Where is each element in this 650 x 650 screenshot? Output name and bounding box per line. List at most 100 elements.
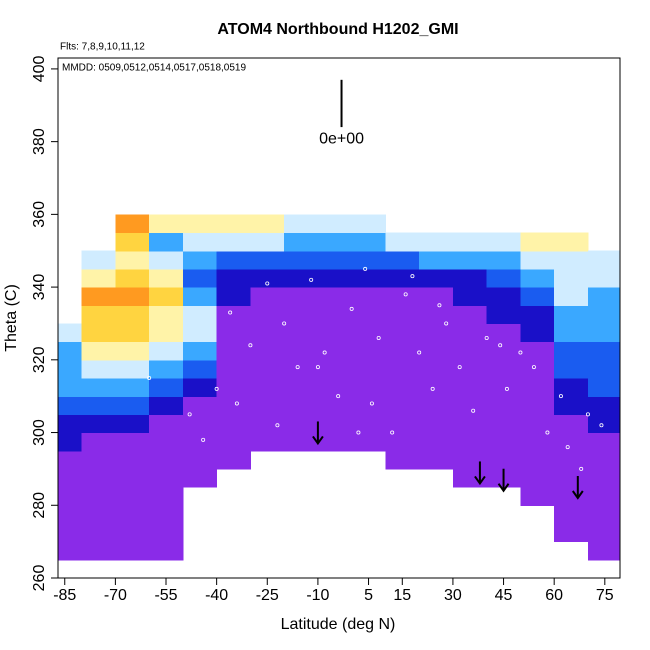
field-cell	[554, 505, 589, 525]
field-cell	[149, 378, 184, 397]
field-cell	[486, 414, 522, 434]
field-cell	[351, 287, 387, 306]
field-cell	[115, 541, 150, 561]
field-cell	[284, 232, 319, 252]
field-cell	[81, 268, 116, 288]
field-cell	[587, 523, 620, 543]
field-cell	[182, 378, 218, 397]
sample-point	[187, 412, 192, 417]
field-cell	[58, 523, 83, 543]
field-cell	[182, 305, 218, 325]
field-cell	[115, 359, 150, 379]
field-cell	[587, 432, 620, 452]
field-cell	[58, 323, 83, 343]
field-cell	[81, 541, 116, 561]
field-cell	[250, 250, 285, 270]
x-tick-label: -85	[53, 587, 76, 604]
field-cell	[486, 450, 522, 470]
field-cell	[419, 323, 454, 343]
sample-point	[336, 394, 341, 399]
field-cell	[182, 468, 218, 488]
field-cell	[486, 287, 522, 306]
field-cell	[486, 268, 522, 288]
field-cell	[149, 523, 184, 543]
field-cell	[587, 541, 620, 561]
field-cell	[554, 432, 589, 452]
sample-point	[430, 386, 435, 391]
field-cell	[284, 359, 319, 379]
field-cell	[452, 341, 488, 361]
sample-point	[376, 335, 381, 340]
field-cell	[58, 396, 83, 415]
field-cell	[216, 305, 251, 325]
field-cell	[587, 468, 620, 488]
arrow	[571, 476, 584, 500]
field-cell	[520, 323, 555, 343]
field-cell	[554, 468, 589, 488]
field-cell	[385, 250, 420, 270]
field-cell	[554, 341, 589, 361]
x-tick-label: 15	[393, 587, 411, 604]
field-cell	[452, 287, 488, 306]
y-tick-label: 280	[31, 492, 48, 519]
field-cell	[58, 487, 83, 506]
field-cell	[385, 341, 420, 361]
y-tick-label: 400	[31, 55, 48, 82]
field-cell	[587, 250, 620, 270]
field-cell	[419, 396, 454, 415]
field-cell	[250, 287, 285, 306]
field-cell	[115, 396, 150, 415]
sample-point	[275, 423, 280, 428]
sample-point	[363, 266, 368, 271]
field-cell	[554, 487, 589, 506]
field-cell	[216, 232, 251, 252]
field-cell	[520, 359, 555, 379]
field-cell	[385, 287, 420, 306]
field-cell	[250, 414, 285, 434]
x-tick-label: 75	[596, 587, 614, 604]
y-tick-label: 380	[31, 128, 48, 155]
y-axis-label: Theta (C)	[3, 284, 20, 352]
field-cell	[351, 268, 387, 288]
field-cell	[149, 287, 184, 306]
field-cell	[216, 341, 251, 361]
scale-bar-label: 0e+00	[319, 130, 364, 147]
field-cell	[486, 250, 522, 270]
chart-title: ATOM4 Northbound H1202_GMI	[217, 21, 458, 38]
sample-point	[356, 430, 361, 435]
field-cell	[520, 341, 555, 361]
y-tick-label: 320	[31, 346, 48, 373]
field-cell	[58, 468, 83, 488]
field-cell	[419, 414, 454, 434]
field-cell	[58, 541, 83, 561]
field-cell	[587, 359, 620, 379]
field-cell	[81, 414, 116, 434]
field-cell	[81, 250, 116, 270]
field-cell	[250, 432, 285, 452]
field-cell	[58, 505, 83, 525]
field-cell	[115, 414, 150, 434]
field-cell	[419, 305, 454, 325]
field-cell	[351, 305, 387, 325]
arrow-head	[474, 475, 486, 486]
field-cell	[385, 396, 420, 415]
field-cell	[81, 487, 116, 506]
x-tick-label: -55	[154, 587, 177, 604]
x-tick-label: 60	[545, 587, 563, 604]
field-cell	[182, 359, 218, 379]
field-cell	[351, 232, 387, 252]
field-cell	[419, 432, 454, 452]
field-cell	[81, 378, 116, 397]
sample-point	[309, 277, 314, 282]
field-cell	[81, 523, 116, 543]
field-cell	[385, 232, 420, 252]
field-cell	[486, 323, 522, 343]
field-cell	[115, 378, 150, 397]
field-cell	[182, 268, 218, 288]
field-cell	[115, 487, 150, 506]
field-cell	[58, 450, 83, 470]
field-cell	[58, 341, 83, 361]
field-cell	[554, 250, 589, 270]
sample-point	[234, 401, 239, 406]
